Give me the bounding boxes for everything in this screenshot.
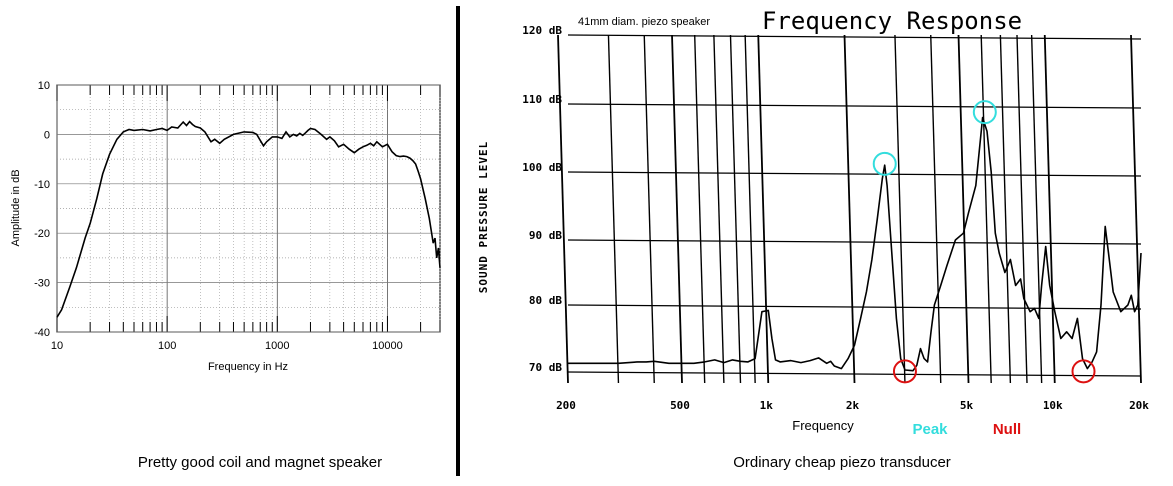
right-grid-vline	[894, 34, 906, 384]
right-x-tick-label: 10k	[1043, 399, 1063, 412]
left-grid	[56, 84, 441, 333]
peak-null-markers	[872, 100, 1096, 384]
left-y-tick-label: -10	[34, 179, 50, 191]
right-grid-hline	[567, 171, 1142, 177]
right-x-tick-label: 200	[556, 399, 576, 412]
right-y-tick-label: 100 dB	[522, 161, 562, 174]
right-x-tick-label: 2k	[846, 399, 860, 412]
left-x-axis-label: Frequency in Hz	[208, 361, 288, 373]
left-y-tick-label: -40	[34, 327, 50, 339]
null-marker-circle	[892, 359, 917, 384]
right-grid-vline	[757, 34, 770, 384]
right-x-tick-label: 20k	[1129, 399, 1149, 412]
right-y-tick-label: 80 dB	[529, 294, 562, 307]
left-x-tick-label: 10	[51, 340, 63, 352]
right-x-tick-label: 5k	[960, 399, 974, 412]
left-y-tick-label: -20	[34, 228, 50, 240]
right-grid-hline	[567, 103, 1142, 109]
right-grid-vline	[1016, 34, 1028, 384]
right-grid-hline	[567, 304, 1142, 310]
legend-null-label: Null	[993, 421, 1021, 438]
right-grid-vline	[957, 34, 970, 384]
left-caption: Pretty good coil and magnet speaker	[138, 454, 382, 471]
right-y-axis-label: SOUND PRESSURE LEVEL	[477, 141, 490, 293]
right-grid-vline	[671, 34, 683, 384]
right-y-tick-label: 120 dB	[522, 24, 562, 37]
left-x-tick-label: 100	[158, 340, 176, 352]
peak-marker-circle	[872, 151, 897, 176]
peak-marker-circle	[972, 100, 997, 125]
right-x-tick-label: 500	[670, 399, 690, 412]
right-chart-subtitle: 41mm diam. piezo speaker	[578, 16, 710, 28]
right-chart-title: Frequency Response	[762, 7, 1022, 35]
left-y-axis-label: Amplitude in dB	[10, 169, 22, 246]
right-grid-vline	[607, 34, 620, 384]
right-grid-vline	[693, 34, 706, 384]
right-grid-vline	[643, 34, 655, 384]
right-grid-vline	[744, 34, 756, 384]
piezo-response-line	[568, 116, 1142, 372]
piezo-speaker-chart: 120 dB 110 dB 100 dB 90 dB 80 dB 70 dB 200 500 1…	[477, 7, 1149, 438]
panel-divider	[456, 6, 460, 476]
right-grid	[557, 34, 1142, 384]
right-grid-vline	[557, 34, 569, 384]
right-grid-hline	[567, 371, 1142, 377]
right-grid-vline	[843, 34, 856, 384]
left-x-tick-label: 10000	[372, 340, 403, 352]
left-y-tick-label: -30	[34, 278, 50, 290]
null-marker-circle	[1071, 359, 1096, 384]
left-y-tick-label: 10	[38, 80, 50, 92]
right-grid-vline	[930, 34, 942, 384]
right-x-tick-label: 1k	[760, 399, 774, 412]
right-tick-labels: 120 dB 110 dB 100 dB 90 dB 80 dB 70 dB 200 500 1…	[522, 24, 1149, 412]
right-y-tick-label: 90 dB	[529, 229, 562, 242]
right-y-tick-label: 110 dB	[522, 93, 562, 106]
right-grid-vline	[1043, 34, 1056, 384]
right-grid-vline	[999, 34, 1012, 384]
legend-peak-label: Peak	[912, 421, 948, 438]
left-x-tick-label: 1000	[265, 340, 289, 352]
left-y-tick-label: 0	[44, 129, 50, 141]
right-grid-hline	[567, 34, 1142, 40]
right-y-tick-label: 70 dB	[529, 361, 562, 374]
right-grid-vline	[1130, 34, 1142, 384]
right-grid-hline	[567, 239, 1142, 245]
right-caption: Ordinary cheap piezo transducer	[733, 454, 951, 471]
right-grid-vline	[980, 34, 992, 384]
right-grid-vline	[729, 34, 742, 384]
coil-speaker-response-line	[56, 120, 441, 318]
right-grid-vline	[1030, 34, 1043, 384]
right-grid-vline	[713, 34, 725, 384]
right-x-axis-label: Frequency	[792, 418, 854, 433]
